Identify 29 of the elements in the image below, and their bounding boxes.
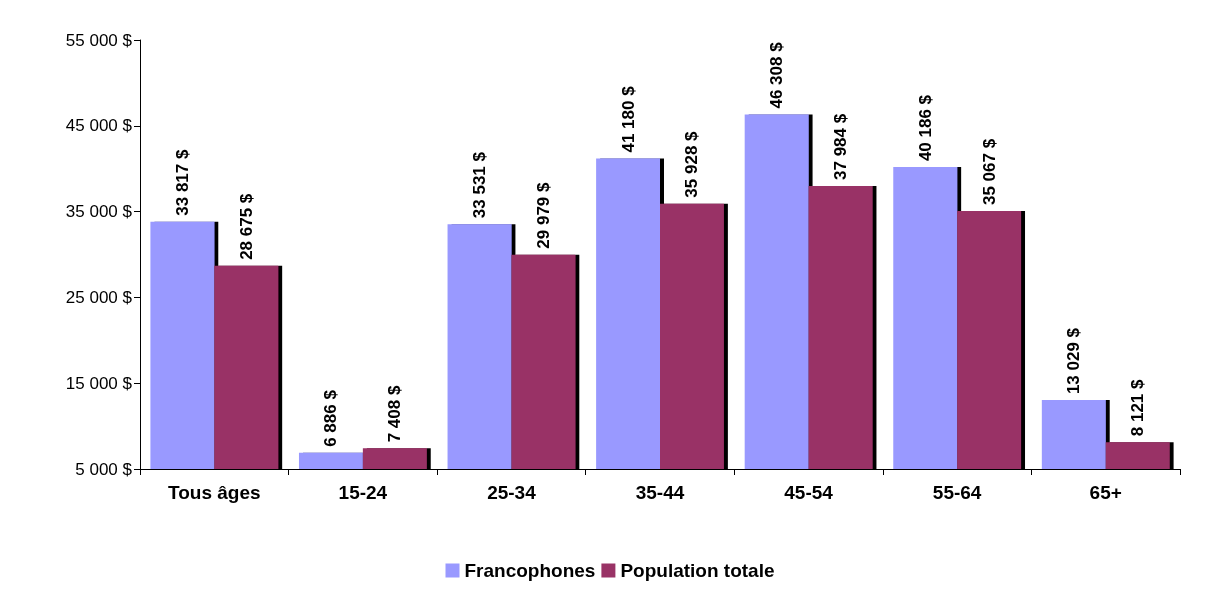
x-tick-label: 45-54 (784, 482, 834, 503)
data-label: 46 308 $ (767, 41, 787, 109)
y-tick-label: 25 000 $ (65, 287, 133, 307)
data-label: 8 121 $ (1128, 378, 1148, 437)
x-tick-label: 15-24 (338, 482, 388, 503)
x-tick-label: 55-64 (932, 482, 982, 503)
legend-label: Francophones (464, 560, 596, 581)
data-label: 7 408 $ (385, 385, 405, 443)
data-label: 6 886 $ (321, 389, 341, 447)
data-label: 37 984 $ (831, 113, 851, 180)
data-label: 29 979 $ (533, 181, 553, 249)
data-label: 28 675 $ (236, 193, 256, 260)
x-tick-label: 35-44 (635, 482, 685, 503)
y-tick-label: 5 000 $ (75, 459, 133, 479)
data-label: 33 531 $ (469, 151, 489, 219)
data-label: 13 029 $ (1064, 327, 1084, 395)
x-tick-label: 65+ (1089, 482, 1122, 503)
data-label: 35 067 $ (979, 138, 999, 206)
y-tick-label: 35 000 $ (65, 202, 133, 222)
y-tick-label: 45 000 $ (65, 116, 133, 136)
legend-label: Population totale (620, 560, 775, 581)
data-label: 41 180 $ (618, 85, 638, 153)
data-label: 35 928 $ (682, 130, 702, 198)
x-tick-label: Tous âges (168, 482, 261, 503)
x-tick-label: 25-34 (487, 482, 537, 503)
y-tick-label: 15 000 $ (65, 373, 133, 393)
data-label: 40 186 $ (915, 94, 935, 162)
y-tick-label: 55 000 $ (65, 30, 133, 50)
data-label: 33 817 $ (172, 149, 192, 216)
